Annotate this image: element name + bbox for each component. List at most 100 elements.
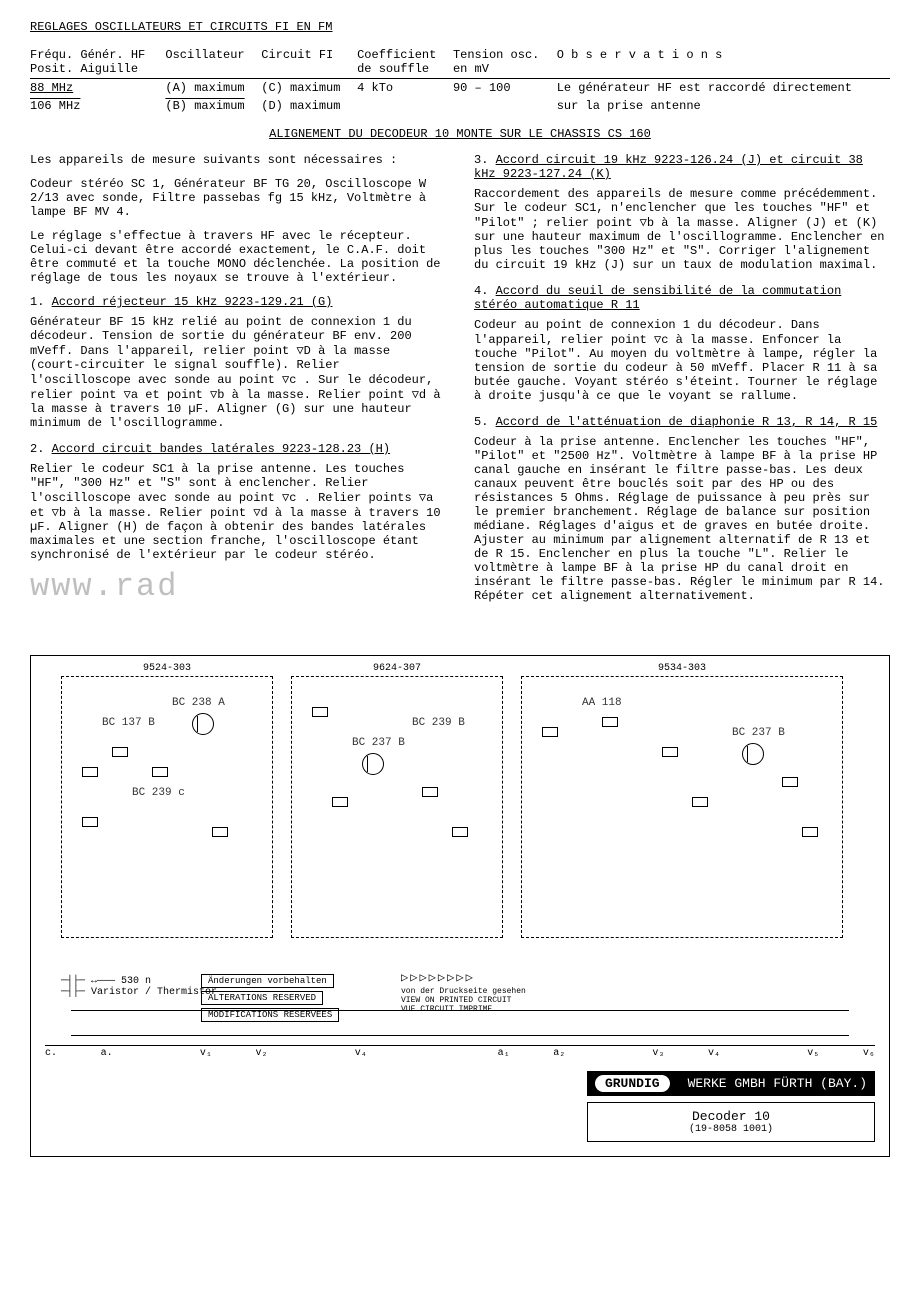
brand-pill: GRUNDIG — [595, 1075, 670, 1092]
step-1: 1. Accord réjecteur 15 kHz 9223-129.21 (… — [30, 295, 446, 430]
table-cell: (D) maximum — [261, 97, 357, 115]
left-column: Les appareils de mesure suivants sont né… — [30, 153, 446, 615]
legend-symbol: ─┤├─ — [61, 976, 85, 987]
tick: a₂ — [553, 1048, 565, 1059]
col-head: Fréqu. Génér. HF Posit. Aiguille — [30, 46, 165, 79]
component-icon — [602, 717, 618, 727]
watermark: www.rad — [30, 568, 178, 605]
table-cell: 106 MHz — [30, 97, 165, 115]
legend-symbol: ─┤├─ — [61, 987, 85, 998]
step-body: Codeur au point de connexion 1 du décode… — [474, 318, 890, 403]
table-cell: (C) maximum — [261, 79, 357, 98]
step-num: 5. — [474, 415, 488, 429]
tick: v₁ — [200, 1048, 212, 1059]
module-label: 9534-303 — [654, 663, 710, 674]
module-2: 9624-307 BC 237 B BC 239 B — [291, 676, 503, 938]
component-icon — [152, 767, 168, 777]
step-num: 1. — [30, 295, 44, 309]
brand-tail: WERKE GMBH FÜRTH (BAY.) — [688, 1076, 867, 1091]
step-num: 3. — [474, 153, 488, 167]
component-icon — [332, 797, 348, 807]
legend-box: Änderungen vorbehalten — [201, 974, 334, 988]
legend: ─┤├─ ↔——— 530 n ─┤├─ Varistor / Thermist… — [61, 976, 217, 998]
table-cell: 88 MHz — [30, 79, 165, 98]
table-cell: Le générateur HF est raccordé directemen… — [557, 79, 890, 98]
tick: v₃ — [652, 1048, 664, 1059]
step-head: Accord circuit bandes latérales 9223-128… — [52, 442, 390, 456]
intro-line: Les appareils de mesure suivants sont né… — [30, 153, 446, 167]
col-head: Circuit FI — [261, 46, 357, 79]
component-icon — [112, 747, 128, 757]
component-icon — [542, 727, 558, 737]
table-cell: (B) maximum — [165, 97, 261, 115]
step-4: 4. Accord du seuil de sensibilité de la … — [474, 284, 890, 403]
table-cell: sur la prise antenne — [557, 97, 890, 115]
transistor-label: BC 137 B — [102, 717, 155, 729]
schematic-container: 9524-303 BC 238 A BC 137 B BC 239 c 9624… — [30, 655, 890, 1157]
table-cell: 4 kTo — [357, 79, 453, 116]
step-2: 2. Accord circuit bandes latérales 9223-… — [30, 442, 446, 562]
legend-box: MODIFICATIONS RESERVEES — [201, 1008, 339, 1022]
component-icon — [782, 777, 798, 787]
step-head: Accord du seuil de sensibilité de la com… — [474, 284, 841, 312]
tick: a. — [101, 1048, 113, 1059]
pin-ticks: c. a. v₁ v₂ v₄ a₁ a₂ v₃ v₄ v₅ v₆ — [45, 1046, 875, 1059]
col-head: Oscillateur — [165, 46, 261, 79]
step-head: Accord circuit 19 kHz 9223-126.24 (J) et… — [474, 153, 863, 181]
module-1: 9524-303 BC 238 A BC 137 B BC 239 c — [61, 676, 273, 938]
module-label: 9624-307 — [369, 663, 425, 674]
diode-row: ▷▷▷▷▷▷▷▷ — [401, 970, 475, 985]
step-body: Générateur BF 15 kHz relié au point de c… — [30, 315, 446, 430]
transistor-icon — [362, 753, 384, 775]
step-head: Accord réjecteur 15 kHz 9223-129.21 (G) — [52, 295, 333, 309]
table-cell: (A) maximum — [165, 79, 261, 98]
tick: a₁ — [498, 1048, 510, 1059]
table-cell: 90 – 100 — [453, 79, 557, 116]
component-icon — [82, 817, 98, 827]
transistor-label: BC 237 B — [352, 737, 405, 749]
intro-equipment: Codeur stéréo SC 1, Générateur BF TG 20,… — [30, 177, 446, 219]
module-label: 9524-303 — [139, 663, 195, 674]
component-icon — [312, 707, 328, 717]
legend-box: ALTERATIONS RESERVED — [201, 991, 323, 1005]
step-3: 3. Accord circuit 19 kHz 9223-126.24 (J)… — [474, 153, 890, 272]
component-icon — [82, 767, 98, 777]
col-head: Tension osc. en mV — [453, 46, 557, 79]
step-head: Accord de l'atténuation de diaphonie R 1… — [496, 415, 878, 429]
component-icon — [452, 827, 468, 837]
transistor-label: BC 239 c — [132, 787, 185, 799]
product-code: (19-8058 1001) — [618, 1124, 844, 1135]
section-title: REGLAGES OSCILLATEURS ET CIRCUITS FI EN … — [30, 20, 890, 34]
legend-row: ─┤├─ ↔——— 530 n — [61, 976, 217, 987]
component-icon — [212, 827, 228, 837]
component-icon — [662, 747, 678, 757]
tick: v₅ — [807, 1048, 819, 1059]
tick: v₆ — [863, 1048, 875, 1059]
transistor-label: AA 118 — [582, 697, 622, 709]
tick: v₂ — [255, 1048, 267, 1059]
component-icon — [692, 797, 708, 807]
step-5: 5. Accord de l'atténuation de diaphonie … — [474, 415, 890, 603]
subtitle: ALIGNEMENT DU DECODEUR 10 MONTE SUR LE C… — [30, 127, 890, 141]
transistor-label: BC 238 A — [172, 697, 225, 709]
transistor-label: BC 237 B — [732, 727, 785, 739]
frequency-table: Fréqu. Génér. HF Posit. Aiguille Oscilla… — [30, 46, 890, 115]
step-num: 4. — [474, 284, 488, 298]
col-head: O b s e r v a t i o n s — [557, 46, 890, 79]
intro-procedure: Le réglage s'effectue à travers HF avec … — [30, 229, 446, 285]
module-3: 9534-303 AA 118 BC 237 B — [521, 676, 843, 938]
footer-band: GRUNDIG WERKE GMBH FÜRTH (BAY.) Decoder … — [587, 1071, 875, 1142]
col-head: Coefficient de souffle — [357, 46, 453, 79]
legend-label: Varistor / Thermistor — [91, 987, 217, 998]
tick: v₄ — [355, 1048, 367, 1059]
right-column: 3. Accord circuit 19 kHz 9223-126.24 (J)… — [474, 153, 890, 615]
component-icon — [802, 827, 818, 837]
transistor-label: BC 239 B — [412, 717, 465, 729]
legend-boxes: Änderungen vorbehalten ALTERATIONS RESER… — [201, 974, 339, 1025]
step-body: Codeur à la prise antenne. Enclencher le… — [474, 435, 890, 603]
tick: c. — [45, 1048, 57, 1059]
print-note: von der Druckseite gesehen VIEW ON PRINT… — [401, 988, 526, 1014]
legend-label: ↔——— 530 n — [91, 976, 151, 987]
step-body: Raccordement des appareils de mesure com… — [474, 187, 890, 272]
tick: v₄ — [708, 1048, 720, 1059]
